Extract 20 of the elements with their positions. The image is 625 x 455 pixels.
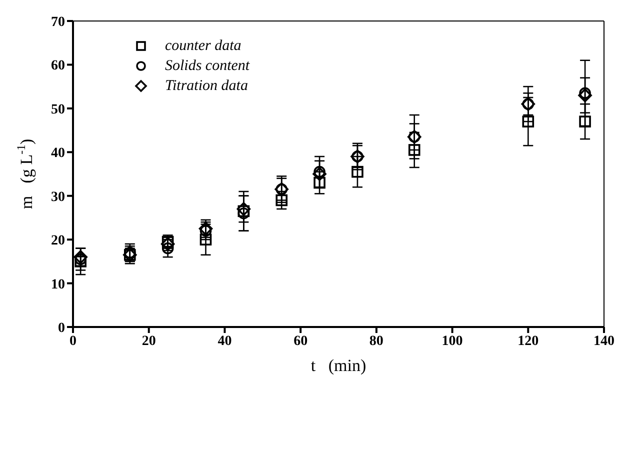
legend-label: counter data [165,38,242,54]
y-tick-label: 50 [51,102,65,118]
x-tick-label: 100 [442,334,463,349]
legend-label: Titration data [165,78,248,94]
x-tick-label: 60 [294,334,308,349]
y-tick-label: 0 [58,320,65,336]
x-tick-label: 80 [369,334,384,349]
y-tick-label: 20 [51,234,65,249]
y-tick-label: 70 [51,14,65,30]
x-axis-title: t (min) [310,356,366,375]
y-tick-label: 60 [51,58,65,74]
x-tick-label: 120 [518,334,539,349]
y-tick-label: 30 [51,190,65,205]
y-tick-label: 40 [51,146,65,162]
x-tick-label: 0 [70,334,76,349]
x-tick-label: 20 [142,334,156,349]
y-tick-label: 10 [51,277,65,292]
legend-label: Solids content [165,58,250,74]
x-tick-label: 140 [594,334,614,349]
x-tick-label: 40 [218,334,232,349]
